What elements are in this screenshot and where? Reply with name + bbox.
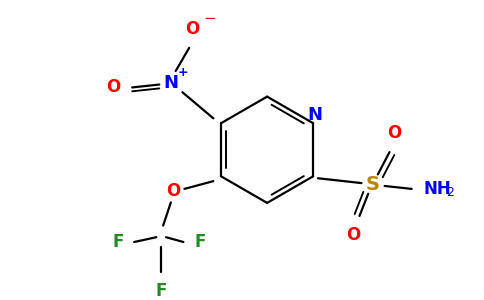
Text: NH: NH (424, 180, 451, 198)
Text: 2: 2 (446, 186, 454, 199)
Text: S: S (366, 175, 380, 194)
Text: O: O (387, 124, 401, 142)
Text: O: O (347, 226, 361, 244)
Text: N: N (164, 74, 179, 92)
Text: +: + (178, 66, 189, 80)
Text: N: N (307, 106, 322, 124)
Text: F: F (155, 282, 167, 300)
Text: F: F (112, 233, 123, 251)
Text: O: O (185, 20, 199, 38)
Text: −: − (203, 11, 216, 26)
Text: O: O (106, 78, 120, 96)
Text: O: O (166, 182, 180, 200)
Text: F: F (194, 233, 206, 251)
